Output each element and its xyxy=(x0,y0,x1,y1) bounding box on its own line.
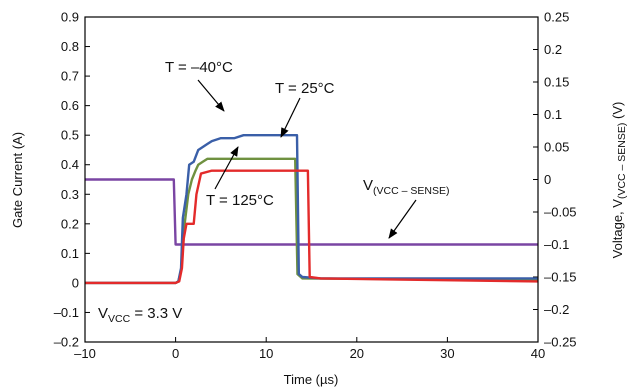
x-tick-label: 30 xyxy=(440,346,454,361)
y-tick-label: 0.5 xyxy=(61,128,79,143)
x-axis-title: Time (µs) xyxy=(284,372,339,387)
x-tick-label: –10 xyxy=(74,346,96,361)
series-lines xyxy=(85,133,539,285)
y-tick-label: 0.1 xyxy=(61,246,79,261)
y2-tick-label: –0.1 xyxy=(544,237,569,252)
y2-tick-label: –0.2 xyxy=(544,302,569,317)
x-tick-label: 0 xyxy=(172,346,179,361)
y-axis-title: Gate Current (A) xyxy=(10,132,25,228)
y2-tick-label: 0.05 xyxy=(544,140,569,155)
y2-tick-label: 0.2 xyxy=(544,42,562,57)
series-line-v-vcc-sense xyxy=(85,178,538,246)
y-tick-label: 0.3 xyxy=(61,187,79,202)
annotation-v-vcc: VVCC = 3.3 V xyxy=(98,305,182,325)
series-line-t-25-c xyxy=(85,157,539,285)
x-tick-label: 10 xyxy=(259,346,273,361)
series-line-t-40-c xyxy=(85,133,538,285)
annotation-t125: T = 125°C xyxy=(206,192,274,209)
y2-tick-label: –0.15 xyxy=(544,270,577,285)
x-tick-label: 40 xyxy=(531,346,545,361)
arrow-v-sense xyxy=(388,199,417,239)
y2-tick-label: 0.15 xyxy=(544,75,569,90)
tick-labels: –10 0 10 20 30 40 –0.2 –0.1 0 0.1 0.2 0.3 0.4 0.5 0.6 0… xyxy=(54,10,577,362)
arrow-t25 xyxy=(280,97,301,138)
y-tick-label: 0.6 xyxy=(61,98,79,113)
y-tick-label: 0.4 xyxy=(61,157,79,172)
y2-axis-title: Voltage, V(VCC – SENSE) (V) xyxy=(610,102,628,259)
y-tick-label: –0.2 xyxy=(54,335,79,350)
y-tick-label: –0.1 xyxy=(54,305,79,320)
annotation-v-sense: V(VCC – SENSE) xyxy=(363,177,449,197)
annotation-t-40: T = –40°C xyxy=(165,59,233,76)
arrow-t125 xyxy=(214,146,239,190)
arrow-t-40 xyxy=(197,79,225,112)
y-tick-label: 0 xyxy=(72,275,79,290)
y-tick-label: 0.8 xyxy=(61,39,79,54)
series-line-t-125-c xyxy=(85,169,539,285)
annotation-t25: T = 25°C xyxy=(275,80,335,97)
y2-tick-label: 0.25 xyxy=(544,10,569,25)
x-tick-label: 20 xyxy=(350,346,364,361)
plot-frame xyxy=(84,16,539,343)
y2-tick-label: –0.25 xyxy=(544,335,577,350)
y-tick-label: 0.2 xyxy=(61,216,79,231)
y2-tick-label: 0 xyxy=(544,172,551,187)
y-tick-label: 0.9 xyxy=(61,10,79,25)
y2-tick-label: –0.05 xyxy=(544,205,577,220)
y-tick-label: 0.7 xyxy=(61,69,79,84)
y2-tick-label: 0.1 xyxy=(544,107,562,122)
